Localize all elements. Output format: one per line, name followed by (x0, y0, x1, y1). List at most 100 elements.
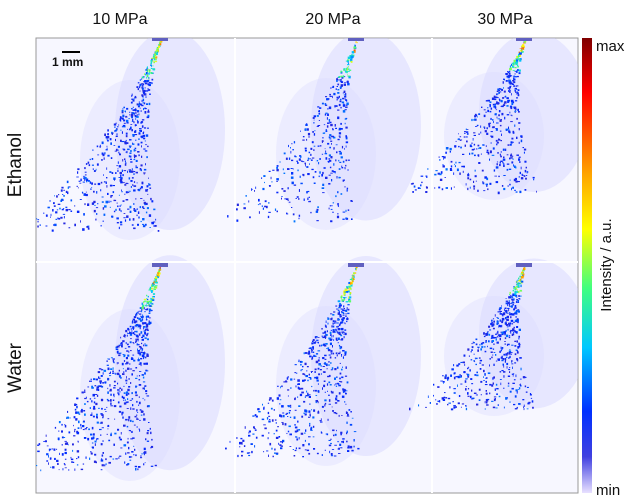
droplet (503, 157, 505, 159)
droplet (46, 226, 48, 227)
droplet (113, 191, 115, 193)
droplet (262, 404, 263, 406)
droplet (134, 181, 135, 183)
droplet (100, 382, 101, 384)
droplet (147, 128, 149, 129)
droplet (138, 344, 140, 345)
droplet (109, 171, 111, 173)
droplet (329, 451, 330, 453)
droplet (152, 298, 154, 299)
droplet (426, 187, 428, 189)
droplet (132, 134, 134, 136)
droplet (275, 209, 276, 211)
droplet (85, 428, 87, 429)
droplet (280, 399, 282, 400)
droplet (101, 386, 103, 388)
droplet (458, 139, 459, 140)
droplet (155, 61, 158, 62)
droplet (305, 396, 306, 398)
droplet (472, 346, 474, 347)
droplet (142, 314, 143, 316)
droplet (439, 400, 440, 402)
droplet (497, 331, 498, 333)
droplet (311, 409, 312, 410)
droplet (451, 368, 454, 370)
droplet (334, 385, 335, 386)
droplet (483, 144, 485, 145)
droplet (135, 320, 137, 322)
droplet (145, 93, 146, 95)
droplet (137, 114, 139, 115)
droplet (504, 117, 505, 120)
droplet (484, 346, 486, 347)
droplet (99, 378, 100, 380)
droplet (490, 111, 492, 113)
droplet (522, 44, 524, 46)
droplet (508, 72, 510, 74)
droplet (510, 303, 511, 304)
droplet (107, 359, 109, 360)
droplet (328, 382, 330, 384)
droplet (128, 438, 129, 440)
droplet (117, 203, 118, 204)
droplet (106, 201, 108, 203)
droplet (441, 171, 443, 174)
droplet (520, 379, 522, 380)
droplet (65, 452, 67, 454)
droplet (74, 429, 75, 430)
droplet (156, 53, 158, 55)
droplet (315, 390, 317, 392)
droplet (516, 375, 517, 378)
droplet (131, 331, 133, 332)
droplet (454, 373, 456, 374)
droplet (117, 168, 118, 169)
droplet (440, 381, 443, 382)
droplet (346, 160, 348, 162)
droplet (517, 407, 518, 409)
droplet (342, 396, 345, 398)
droplet (128, 393, 130, 395)
droplet (500, 325, 502, 327)
droplet (498, 192, 500, 195)
droplet (326, 321, 327, 324)
droplet (477, 125, 479, 126)
droplet (513, 404, 515, 405)
droplet (448, 403, 451, 404)
droplet (487, 346, 488, 347)
droplet (296, 385, 297, 387)
droplet (504, 79, 505, 81)
droplet (131, 129, 133, 131)
droplet (474, 374, 476, 376)
droplet (139, 420, 140, 421)
droplet (105, 458, 107, 460)
droplet (271, 408, 273, 410)
droplet (147, 406, 149, 408)
droplet (117, 389, 120, 391)
droplet (328, 361, 330, 362)
droplet (144, 322, 146, 324)
droplet (454, 145, 456, 147)
droplet (272, 419, 274, 421)
droplet (37, 451, 40, 453)
droplet (104, 134, 106, 137)
droplet (106, 182, 107, 185)
droplet (329, 119, 330, 121)
droplet (64, 463, 65, 464)
droplet (445, 177, 446, 178)
droplet (85, 193, 86, 195)
droplet (83, 182, 85, 183)
droplet (98, 183, 101, 185)
droplet (342, 350, 345, 352)
droplet (281, 405, 284, 407)
droplet (322, 406, 324, 408)
droplet (84, 414, 86, 416)
droplet (86, 163, 87, 165)
droplet (125, 348, 127, 349)
droplet (147, 329, 149, 331)
droplet (511, 102, 513, 105)
droplet (141, 87, 142, 89)
droplet (307, 450, 309, 452)
droplet (453, 172, 454, 175)
droplet (355, 268, 356, 270)
droplet (494, 176, 497, 177)
